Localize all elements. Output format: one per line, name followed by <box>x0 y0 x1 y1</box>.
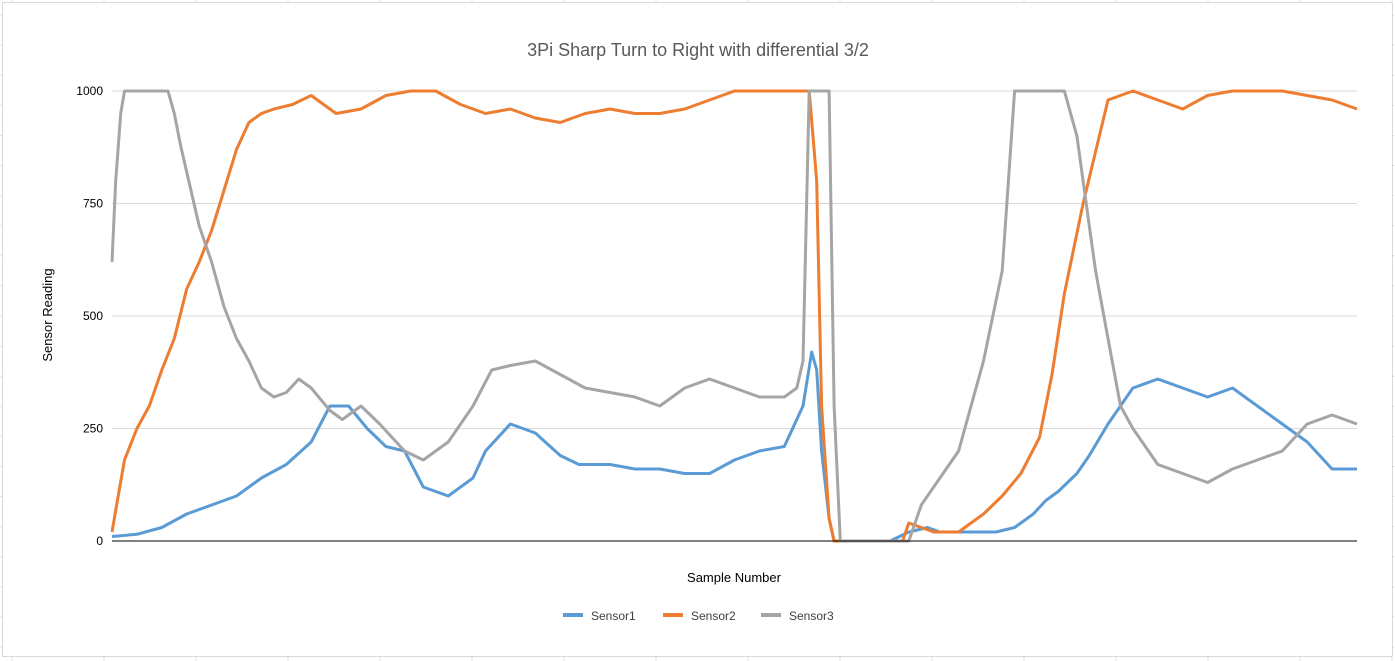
series-line-sensor3[interactable] <box>110 89 1358 543</box>
series-line-sensor2[interactable] <box>110 89 1358 543</box>
y-axis-tick-labels: 0 250 500 750 1000 <box>76 84 103 548</box>
y-axis-title: Sensor Reading <box>40 268 55 361</box>
legend-label-sensor2: Sensor2 <box>691 609 736 623</box>
y-tick-label: 750 <box>83 197 103 211</box>
legend-item-sensor2[interactable]: Sensor2 <box>663 609 736 623</box>
y-tick-label: 250 <box>83 422 103 436</box>
y-tick-label: 1000 <box>76 84 103 98</box>
chart-title: 3Pi Sharp Turn to Right with differentia… <box>527 40 869 60</box>
x-axis-title: Sample Number <box>687 570 782 585</box>
legend-item-sensor1[interactable]: Sensor1 <box>563 609 636 623</box>
legend-item-sensor3[interactable]: Sensor3 <box>761 609 834 623</box>
plot-area <box>110 89 1358 543</box>
y-tick-label: 500 <box>83 309 103 323</box>
legend-label-sensor1: Sensor1 <box>591 609 636 623</box>
legend-label-sensor3: Sensor3 <box>789 609 834 623</box>
legend: Sensor1 Sensor2 Sensor3 <box>563 609 834 623</box>
y-tick-label: 0 <box>96 534 103 548</box>
series-line-sensor1[interactable] <box>111 350 1357 543</box>
